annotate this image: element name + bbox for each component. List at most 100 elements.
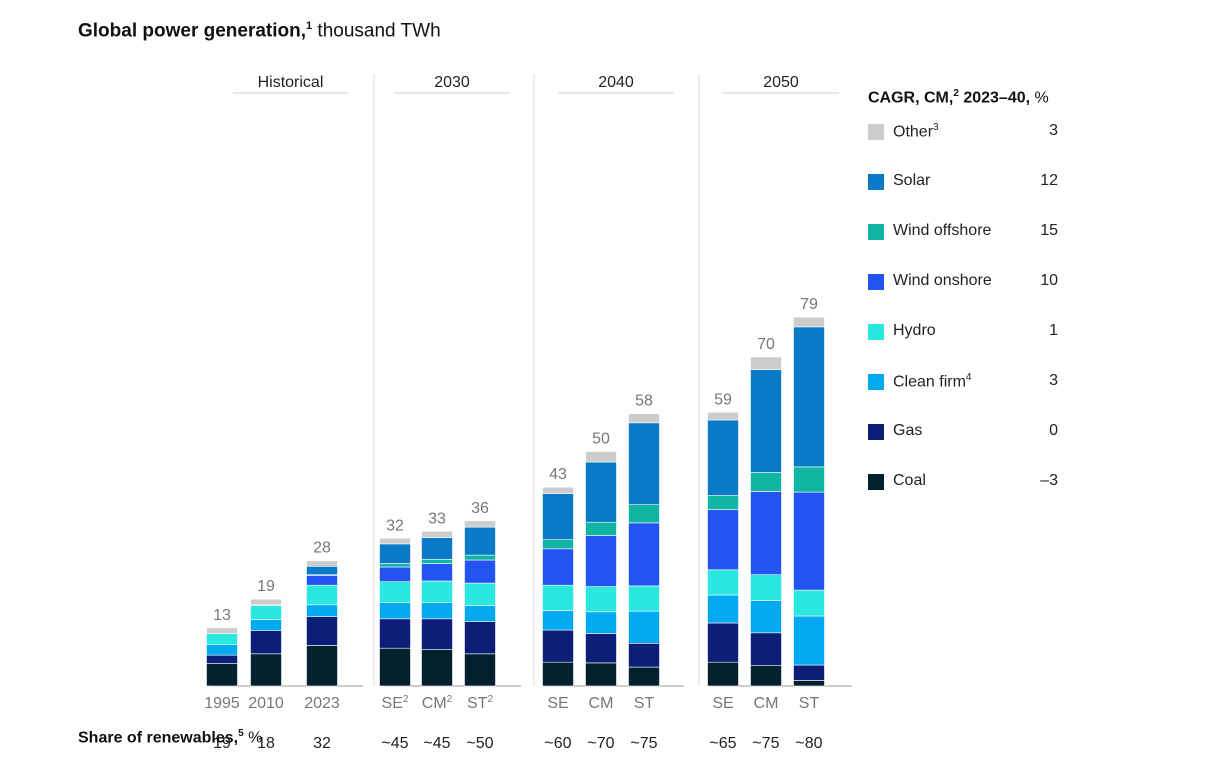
legend-swatch-coal [868,474,884,490]
total-label-2040-st: 58 [635,393,653,410]
bar-segment-2040-st-wind-offshore [628,504,660,524]
legend-item-hydro: Hydro 1 [868,322,1058,342]
group-label-historical: Historical [258,74,324,91]
legend-title-bold: CAGR, CM, [868,89,954,107]
legend-value-hydro: 1 [1049,322,1058,339]
category-label-2040-se: SE [547,695,568,712]
category-footnote-2030-cm: 2 [447,694,453,705]
bar-segment-2030-st-clean-firm [464,605,496,622]
bar-segment-2030-st-wind-offshore [464,554,496,561]
bar-segment-historical-2023-other [306,560,338,567]
bar-segment-2030-st-hydro [464,582,496,606]
bar-segment-2030-st-coal [464,653,496,687]
share-value-historical-1995: 19 [213,735,231,752]
bar-segment-2050-se-clean-firm [707,594,739,624]
bar-segment-historical-2023-coal [306,645,338,687]
bar-segment-2030-se-coal [379,647,411,687]
legend-item-gas: Gas 0 [868,422,1058,442]
legend-swatch-wind-onshore [868,274,884,290]
bar-segment-2040-cm-solar [585,461,617,523]
legend-item-other: Other3 3 [868,122,1058,142]
total-label-2050-st: 79 [800,296,818,313]
legend-title-unit: % [1030,89,1049,107]
bar-segment-2050-cm-solar [750,369,782,473]
category-footnote-2030-st: 2 [487,694,493,705]
share-label-footnote: 5 [238,728,244,739]
legend-item-solar: Solar 12 [868,172,1058,192]
share-value-2040-st: ~75 [630,735,657,752]
legend-title-footnote: 2 [953,88,959,99]
bar-segment-2030-se-solar [379,543,411,564]
bar-segment-2030-se-gas [379,618,411,649]
bar-segment-2040-cm-hydro [585,586,617,613]
bar-segment-2030-se-clean-firm [379,602,411,620]
legend-swatch-solar [868,174,884,190]
bar-segment-2040-cm-wind-offshore [585,521,617,536]
share-label-unit: % [243,729,263,747]
bar-segment-2030-cm-wind-onshore [421,563,453,582]
total-label-historical-1995: 13 [213,607,231,624]
legend-value-solar: 12 [1040,172,1058,189]
chart-title-unit: thousand TWh [312,20,441,42]
total-label-historical-2023: 28 [313,540,331,557]
bar-segment-2050-cm-wind-onshore [750,491,782,575]
bar-segment-2040-se-gas [542,629,574,663]
category-label-2050-se: SE [712,695,733,712]
bar-segment-historical-2010-gas [250,630,282,655]
share-value-2030-se: ~45 [381,735,408,752]
category-label-2040-st: ST [634,695,655,712]
bar-segment-2050-st-wind-offshore [793,466,825,493]
legend-footnote-other: 3 [933,122,939,133]
bar-segment-2040-cm-wind-onshore [585,535,617,587]
bar-segment-historical-2023-solar [306,565,338,575]
bar-segment-2050-se-coal [707,661,739,687]
share-value-2040-cm: ~70 [587,735,614,752]
bar-segment-2030-se-hydro [379,581,411,604]
bar-segment-historical-2010-hydro [250,605,282,620]
bar-segment-historical-1995-hydro [206,633,238,645]
bar-segment-2030-cm-gas [421,618,453,650]
bar-segment-2030-cm-hydro [421,580,453,604]
bar-segment-2050-st-clean-firm [793,615,825,666]
category-label-2030-se: SE2 [382,694,409,712]
bar-segment-2040-cm-other [585,451,617,463]
share-of-renewables-label: Share of renewables,5 % [78,724,262,747]
bar-segment-2030-se-other [379,537,411,545]
group-label-2030: 2030 [434,74,470,91]
bar-segment-historical-1995-coal [206,663,238,687]
share-value-2050-cm: ~75 [752,735,779,752]
category-label-2050-cm: CM [754,695,779,712]
legend-value-gas: 0 [1049,422,1058,439]
bar-segment-2050-se-wind-offshore [707,495,739,510]
legend-swatch-clean-firm [868,374,884,390]
chart-title-footnote: 1 [306,20,313,32]
bar-segment-2040-se-hydro [542,584,574,611]
category-label-2030-cm: CM2 [422,694,453,712]
category-label-2030-st: ST2 [467,694,493,712]
share-value-2050-se: ~65 [709,735,736,752]
bar-segment-2050-cm-coal [750,665,782,687]
category-label-historical-2023: 2023 [304,695,340,712]
legend-label-solar: Solar [893,172,931,189]
legend-label-other: Other3 [893,122,939,141]
total-label-2040-se: 43 [549,466,567,483]
legend-value-wind-offshore: 15 [1040,222,1058,239]
total-label-2040-cm: 50 [592,431,610,448]
share-value-2050-st: ~80 [795,735,822,752]
bar-segment-2050-se-solar [707,419,739,496]
bar-segment-2040-cm-clean-firm [585,611,617,634]
bar-segment-2040-st-coal [628,666,660,687]
total-label-2030-se: 32 [386,517,404,534]
bar-segment-2040-st-gas [628,642,660,668]
chart-title-bold: Global power generation, [78,20,307,42]
bar-segment-2040-se-coal [542,661,574,687]
bar-segment-2050-cm-hydro [750,574,782,601]
bar-segment-2050-cm-clean-firm [750,600,782,634]
bar-segment-historical-1995-other [206,627,238,634]
legend-label-wind-offshore: Wind offshore [893,222,992,239]
bar-segment-2030-cm-solar [421,537,453,560]
bar-segment-2030-cm-coal [421,649,453,687]
bar-segment-2050-st-hydro [793,589,825,617]
bar-segment-2040-se-wind-onshore [542,548,574,586]
bar-segment-2040-se-wind-offshore [542,539,574,550]
